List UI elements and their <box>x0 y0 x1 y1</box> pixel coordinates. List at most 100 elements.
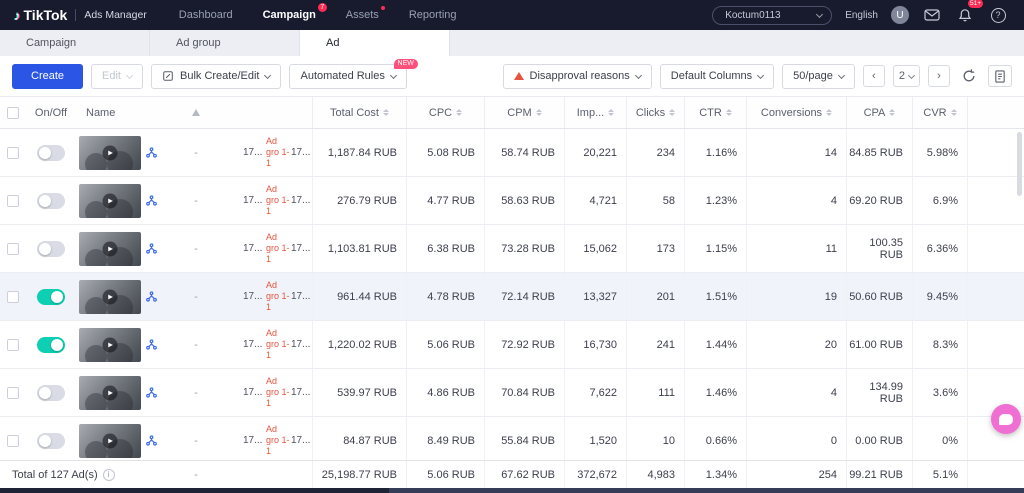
status-cell: - <box>194 194 198 207</box>
prev-page-button[interactable]: ‹ <box>862 65 885 87</box>
row-checkbox[interactable] <box>7 290 19 303</box>
video-thumbnail[interactable]: ▶ <box>79 279 141 314</box>
sort-icon[interactable] <box>826 108 833 117</box>
table-header: On/Off Name Total Cost CPC CPM Imp... Cl… <box>0 96 1024 129</box>
play-icon: ▶ <box>102 385 118 400</box>
ad-name-cell[interactable]: ▶ <box>76 417 176 460</box>
video-thumbnail[interactable]: ▶ <box>79 375 141 410</box>
ad-name-cell[interactable]: ▶ <box>76 225 176 272</box>
video-thumbnail[interactable]: ▶ <box>79 135 141 170</box>
info-icon[interactable]: i <box>102 468 115 481</box>
col-cpm[interactable]: CPM <box>485 97 565 128</box>
chevron-down-icon <box>816 10 824 18</box>
col-cvr[interactable]: CVR <box>913 97 968 128</box>
select-all-checkbox[interactable] <box>7 106 19 119</box>
adgroup-name-link[interactable]: Ad gro 1-1 <box>266 232 290 264</box>
col-cpc[interactable]: CPC <box>407 97 485 128</box>
help-icon[interactable]: ? <box>988 5 1008 25</box>
linked-post-icon <box>146 147 157 158</box>
nav-item-reporting[interactable]: Reporting <box>408 9 457 21</box>
sort-icon[interactable] <box>456 108 463 117</box>
sort-icon[interactable] <box>889 108 896 117</box>
tiktok-logo[interactable]: ♪ TikTok Ads Manager <box>14 7 147 23</box>
horizontal-scrollbar[interactable] <box>0 488 1024 493</box>
onoff-toggle[interactable] <box>37 384 65 401</box>
account-selector[interactable]: Koctum0113 <box>712 5 833 25</box>
row-checkbox[interactable] <box>7 146 19 159</box>
current-page-dropdown[interactable]: 2 <box>892 65 920 87</box>
nav-item-campaign[interactable]: Campaign 7 <box>263 3 327 21</box>
messages-icon[interactable] <box>922 5 942 25</box>
video-thumbnail[interactable]: ▶ <box>79 423 141 458</box>
nav-item-dashboard[interactable]: Dashboard <box>178 9 233 21</box>
avatar[interactable]: U <box>891 6 909 24</box>
page-size-button[interactable]: 50/page <box>782 63 855 89</box>
ad-name-cell[interactable]: ▶ <box>76 129 176 176</box>
onoff-toggle[interactable] <box>37 240 65 257</box>
default-columns-button[interactable]: Default Columns <box>659 63 775 89</box>
linked-post-icon <box>146 387 157 398</box>
onoff-toggle[interactable] <box>37 336 65 353</box>
col-conversions[interactable]: Conversions <box>747 97 847 128</box>
next-page-button[interactable]: › <box>928 65 950 87</box>
top-nav: ♪ TikTok Ads Manager Dashboard Campaign … <box>0 0 1024 30</box>
campaign-id-cell: 17... <box>243 291 263 302</box>
adgroup-name-link[interactable]: Ad gro 1-1 <box>266 424 290 456</box>
col-ctr[interactable]: CTR <box>685 97 747 128</box>
refresh-button[interactable] <box>958 65 980 87</box>
ad-name-cell[interactable]: ▶ <box>76 369 176 416</box>
nav-item-assets[interactable]: Assets <box>346 6 385 21</box>
ad-name-cell[interactable]: ▶ <box>76 177 176 224</box>
onoff-toggle[interactable] <box>37 432 65 449</box>
col-onoff: On/Off <box>34 106 68 119</box>
create-button[interactable]: Create <box>12 63 84 89</box>
tab-campaign[interactable]: Campaign <box>0 30 150 56</box>
export-button[interactable] <box>988 65 1012 87</box>
adgroup-name-link[interactable]: Ad gro 1-1 <box>266 328 290 360</box>
onoff-toggle[interactable] <box>37 192 65 209</box>
sort-icon[interactable] <box>382 108 389 117</box>
horizontal-scrollbar-thumb[interactable] <box>389 488 1024 493</box>
warning-filter-icon[interactable] <box>192 109 200 116</box>
adgroup-name-link[interactable]: Ad gro 1-1 <box>266 280 290 312</box>
col-clicks[interactable]: Clicks <box>627 97 685 128</box>
automated-rules-button[interactable]: Automated Rules NEW <box>289 58 418 89</box>
tab-ad[interactable]: Ad <box>300 30 450 56</box>
video-thumbnail[interactable]: ▶ <box>79 183 141 218</box>
vertical-scrollbar-thumb[interactable] <box>1017 132 1022 196</box>
video-thumbnail[interactable]: ▶ <box>79 231 141 266</box>
row-checkbox[interactable] <box>7 434 19 447</box>
tab-adgroup[interactable]: Ad group <box>150 30 300 56</box>
chat-widget-button[interactable] <box>991 404 1021 434</box>
toolbar: Create Edit Bulk Create/Edit Automated R… <box>0 56 1024 96</box>
sort-icon[interactable] <box>535 108 542 117</box>
adgroup-name-link[interactable]: Ad gro 1-1 <box>266 376 290 408</box>
ad-name-cell[interactable]: ▶ <box>76 321 176 368</box>
sort-icon[interactable] <box>725 108 732 117</box>
sort-icon[interactable] <box>608 108 615 117</box>
col-total-cost[interactable]: Total Cost <box>312 97 407 128</box>
col-cpa[interactable]: CPA <box>847 97 913 128</box>
clicks-cell: 111 <box>627 369 685 416</box>
adgroup-name-link[interactable]: Ad gro 1-1 <box>266 136 290 168</box>
ad-name-cell[interactable]: ▶ <box>76 273 176 320</box>
sort-icon[interactable] <box>950 108 957 117</box>
cpc-cell: 5.06 RUB <box>407 321 485 368</box>
adgroup-name-link[interactable]: Ad gro 1-1 <box>266 184 290 216</box>
row-checkbox[interactable] <box>7 242 19 255</box>
footer-clicks: 4,983 <box>627 461 685 488</box>
col-impressions[interactable]: Imp... <box>565 97 627 128</box>
disapproval-reasons-button[interactable]: Disapproval reasons <box>502 63 652 89</box>
row-checkbox[interactable] <box>7 194 19 207</box>
row-checkbox[interactable] <box>7 386 19 399</box>
row-checkbox[interactable] <box>7 338 19 351</box>
language-selector[interactable]: English <box>845 9 878 21</box>
campaign-badge: 7 <box>317 3 327 12</box>
notifications-icon[interactable]: 51+ <box>955 0 983 25</box>
video-thumbnail[interactable]: ▶ <box>79 327 141 362</box>
sort-icon[interactable] <box>669 108 676 117</box>
onoff-toggle[interactable] <box>37 144 65 161</box>
onoff-toggle[interactable] <box>37 288 65 305</box>
bulk-create-edit-button[interactable]: Bulk Create/Edit <box>151 63 282 89</box>
edit-button[interactable]: Edit <box>91 63 143 89</box>
